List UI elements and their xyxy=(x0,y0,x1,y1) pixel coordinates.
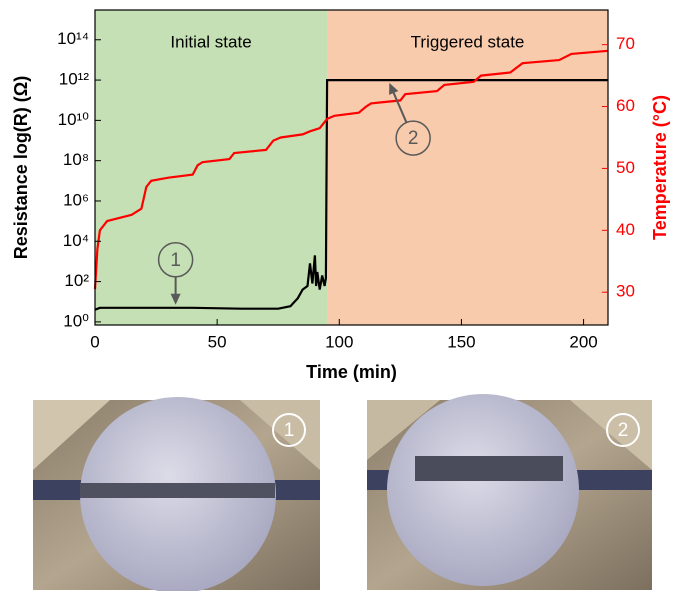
y-axis-label: Resistance log(R) (Ω) xyxy=(11,76,31,259)
y2-tick-label: 60 xyxy=(616,96,635,115)
photo-label: 2 xyxy=(618,420,629,441)
y2-tick-label: 30 xyxy=(616,282,635,301)
y-tick-label: 10² xyxy=(64,271,89,290)
cracked-trace xyxy=(415,456,563,481)
photo-label: 1 xyxy=(284,420,295,441)
x-tick-label: 150 xyxy=(447,332,475,351)
y2-tick-label: 70 xyxy=(616,34,635,53)
figure: Initial stateTriggered state050100150200… xyxy=(0,0,681,591)
y-tick-label: 10⁶ xyxy=(63,190,89,209)
trace xyxy=(80,483,275,498)
x-axis-label: Time (min) xyxy=(306,362,397,382)
x-tick-label: 200 xyxy=(569,332,597,351)
region-label: Initial state xyxy=(170,32,251,51)
y2-tick-label: 40 xyxy=(616,220,635,239)
x-tick-label: 100 xyxy=(325,332,353,351)
x-tick-label: 0 xyxy=(90,332,99,351)
y-tick-label: 10⁴ xyxy=(63,231,89,250)
dome xyxy=(387,394,579,586)
photo: 2 xyxy=(367,394,652,590)
y2-axis-label: Temperature (°C) xyxy=(650,95,670,240)
annotation-label: 2 xyxy=(408,128,419,149)
y-tick-label: 10⁰ xyxy=(63,311,89,330)
annotation-label: 1 xyxy=(170,250,181,271)
y-tick-label: 10⁸ xyxy=(63,150,89,169)
y-tick-label: 10¹² xyxy=(59,70,90,89)
y2-tick-label: 50 xyxy=(616,158,635,177)
photo: 1 xyxy=(33,397,320,591)
region-label: Triggered state xyxy=(411,32,525,51)
y-tick-label: 10¹⁴ xyxy=(57,29,89,48)
x-tick-label: 50 xyxy=(208,332,227,351)
y-tick-label: 10¹⁰ xyxy=(58,110,90,129)
region xyxy=(95,10,327,325)
